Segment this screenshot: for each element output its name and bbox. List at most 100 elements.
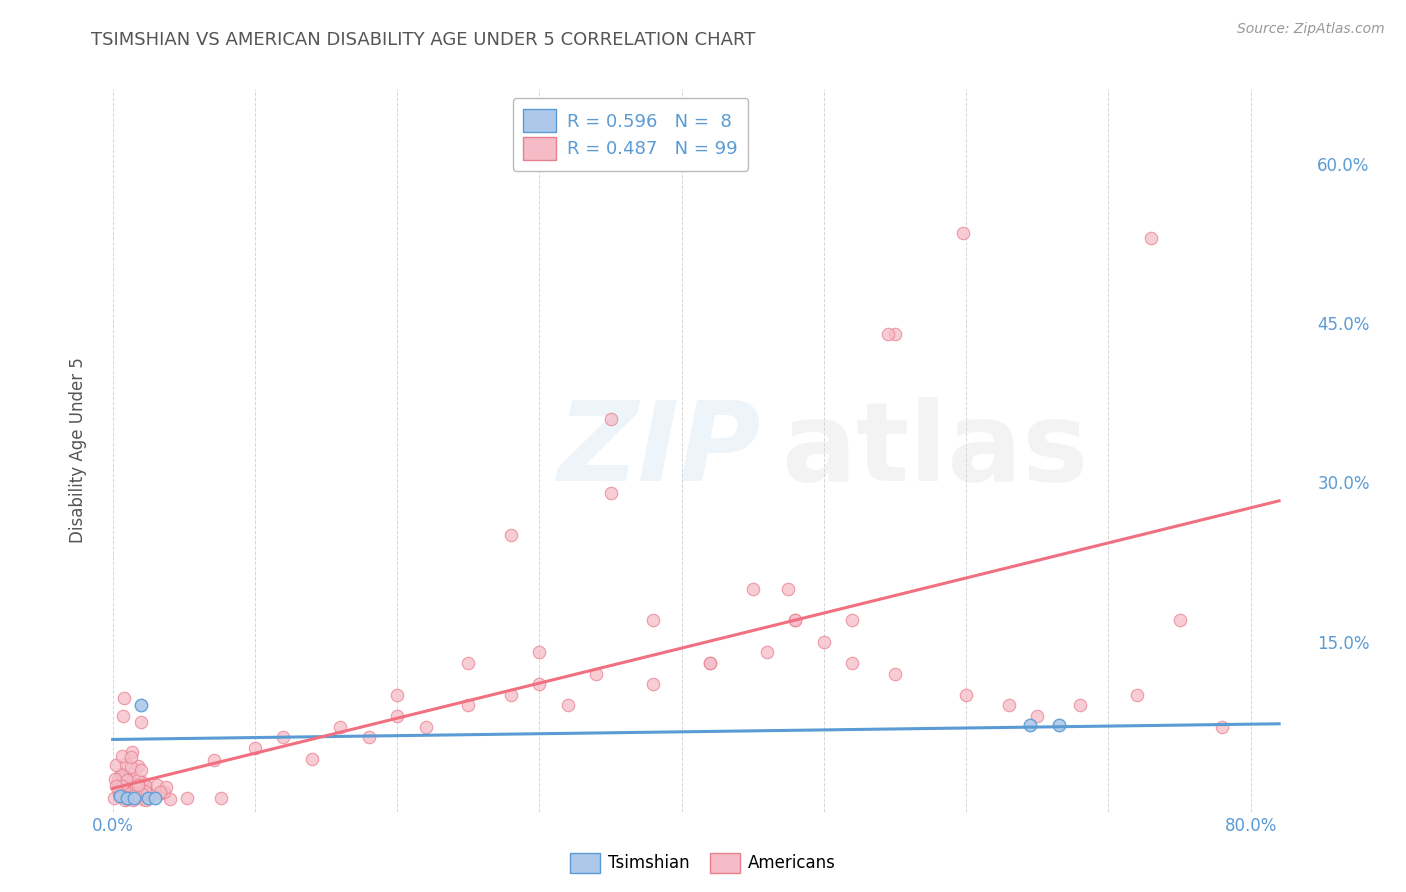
Point (134, 778, 156, 792)
Point (135, 793, 157, 807)
Point (112, 709, 135, 723)
Point (131, 788, 153, 802)
Point (785, 614, 807, 628)
Point (699, 656, 721, 670)
Point (998, 698, 1021, 713)
Point (952, 226, 974, 240)
Text: ZIP: ZIP (558, 397, 762, 504)
Point (107, 779, 129, 793)
Point (111, 780, 134, 795)
Point (108, 787, 131, 801)
Point (756, 645, 779, 659)
Legend: Tsimshian, Americans: Tsimshian, Americans (564, 847, 842, 880)
Point (136, 791, 159, 805)
Point (877, 326, 900, 341)
Point (115, 786, 138, 800)
Point (778, 582, 800, 596)
Point (104, 779, 127, 793)
Point (599, 486, 621, 500)
Point (124, 789, 146, 803)
Y-axis label: Disability Age Under 5: Disability Age Under 5 (69, 358, 87, 543)
Point (557, 698, 579, 713)
Point (120, 749, 142, 764)
Point (159, 792, 181, 806)
Point (741, 582, 763, 596)
Point (785, 614, 807, 628)
Point (114, 772, 136, 786)
Point (111, 779, 134, 793)
Point (108, 786, 131, 800)
Point (104, 772, 127, 786)
Point (1069, 698, 1091, 713)
Point (125, 787, 148, 801)
Point (127, 773, 149, 788)
Point (112, 691, 135, 706)
Point (135, 779, 157, 793)
Point (884, 666, 907, 681)
Point (115, 757, 138, 772)
Point (114, 793, 136, 807)
Point (499, 688, 522, 702)
Point (115, 773, 138, 788)
Point (150, 786, 173, 800)
Point (1126, 688, 1149, 702)
Point (457, 656, 479, 670)
Legend: R = 0.596   N =  8, R = 0.487   N = 99: R = 0.596 N = 8, R = 0.487 N = 99 (513, 98, 748, 170)
Point (115, 784, 138, 798)
Point (125, 786, 148, 800)
Point (120, 760, 142, 774)
Point (134, 784, 156, 798)
Point (841, 614, 863, 628)
Point (127, 759, 149, 773)
Point (529, 677, 551, 691)
Point (115, 789, 138, 804)
Point (108, 789, 131, 803)
Point (955, 688, 977, 702)
Point (1019, 717, 1042, 731)
Point (118, 786, 141, 800)
Point (111, 749, 134, 764)
Point (813, 634, 835, 648)
Point (107, 772, 129, 786)
Point (884, 326, 907, 341)
Point (841, 656, 863, 670)
Point (127, 777, 149, 791)
Point (121, 793, 143, 807)
Point (110, 766, 132, 780)
Point (122, 791, 145, 805)
Point (122, 789, 145, 804)
Point (243, 741, 266, 756)
Point (108, 789, 131, 803)
Point (699, 656, 721, 670)
Point (125, 780, 148, 794)
Point (415, 720, 437, 734)
Point (146, 778, 169, 792)
Point (357, 731, 380, 745)
Point (121, 745, 143, 759)
Point (120, 787, 142, 801)
Point (1047, 717, 1070, 731)
Point (121, 785, 143, 799)
Point (209, 790, 232, 805)
Point (1140, 231, 1163, 245)
Point (385, 688, 408, 702)
Point (115, 791, 138, 805)
Point (301, 751, 323, 765)
Text: atlas: atlas (782, 397, 1090, 504)
Point (202, 753, 225, 767)
Point (153, 785, 176, 799)
Point (329, 720, 352, 734)
Point (103, 791, 125, 805)
Point (120, 789, 142, 803)
Point (131, 775, 153, 789)
Point (1026, 709, 1049, 723)
Point (499, 528, 522, 542)
Point (385, 709, 408, 723)
Text: Source: ZipAtlas.com: Source: ZipAtlas.com (1237, 22, 1385, 37)
Point (529, 645, 551, 659)
Point (127, 778, 149, 792)
Point (117, 790, 139, 805)
Point (112, 777, 135, 791)
Point (131, 763, 153, 777)
Point (110, 766, 132, 780)
